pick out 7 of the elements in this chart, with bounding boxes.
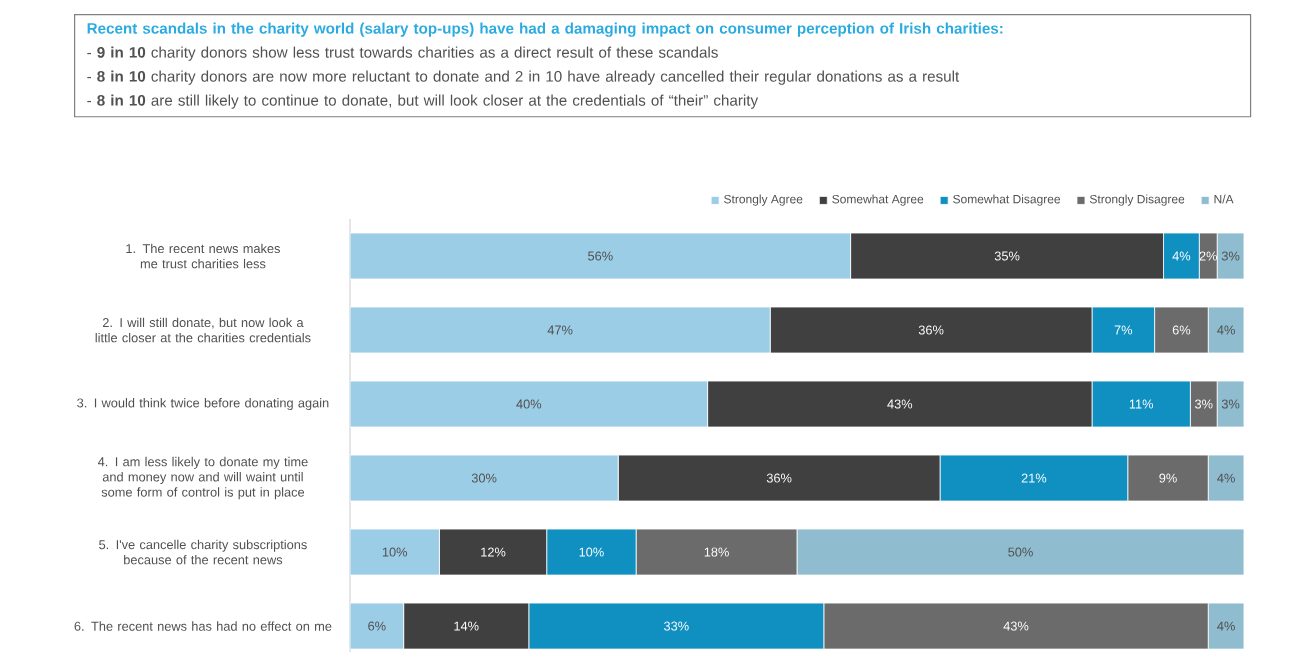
bar	[796, 528, 1244, 576]
bar	[350, 602, 405, 650]
bar	[350, 380, 708, 428]
bar	[350, 306, 771, 354]
bar	[350, 232, 852, 280]
bar	[350, 454, 619, 502]
bar	[350, 528, 440, 576]
